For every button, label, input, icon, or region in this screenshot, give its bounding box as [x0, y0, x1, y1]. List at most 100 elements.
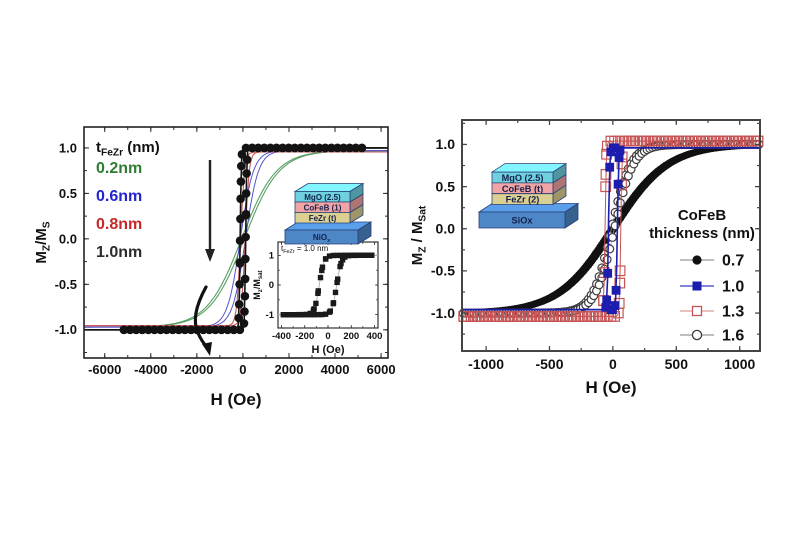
data-point	[315, 288, 321, 294]
layer-label: CoFeB (t)	[502, 184, 543, 194]
data-point	[162, 325, 171, 335]
y-tick-label: -0.5	[431, 263, 455, 279]
data-point	[311, 312, 317, 318]
layer-face	[284, 229, 359, 245]
data-point	[351, 143, 361, 153]
legend-title-line1: CoFeB	[678, 207, 727, 224]
y-tick-label: -0.5	[55, 277, 77, 292]
x-tick-label: -400	[272, 331, 291, 342]
y-tick-label: 1	[269, 251, 275, 262]
layer-face	[478, 211, 566, 229]
curve	[462, 140, 760, 317]
data-point	[342, 254, 348, 260]
data-point	[315, 311, 321, 318]
legend-entry-0.8nm: 0.8nm	[96, 216, 142, 233]
data-point	[313, 300, 319, 307]
data-point	[119, 325, 129, 335]
y-tick-label: 0.0	[59, 231, 77, 246]
data-point	[260, 143, 269, 153]
y-tick-label: 1.0	[59, 140, 77, 155]
y-axis-label: MZ/MS	[33, 221, 52, 263]
layer-label: MgO (2.5)	[304, 193, 341, 202]
data-point	[308, 143, 318, 153]
data-point	[307, 312, 313, 318]
layer-label: MgO (2.5)	[502, 173, 544, 183]
data-point	[241, 210, 251, 220]
data-point	[168, 325, 177, 335]
legend-entry-0.7: 0.7	[722, 253, 744, 270]
x-tick-label: -2000	[180, 362, 213, 377]
data-point	[241, 232, 250, 242]
data-point	[296, 143, 306, 153]
data-point	[290, 143, 300, 153]
data-point	[137, 325, 147, 335]
data-point	[605, 162, 615, 172]
data-point	[241, 189, 251, 198]
y-tick-label: -1.0	[55, 322, 77, 337]
data-point	[247, 143, 257, 153]
plot-frame	[83, 126, 389, 359]
x-tick-label: -200	[295, 331, 314, 342]
data-point	[235, 258, 245, 267]
y-tick-label: -1	[266, 310, 275, 321]
data-point	[229, 325, 239, 335]
legend-entry-1.0: 1.0	[722, 279, 744, 296]
data-point	[335, 276, 341, 282]
data-point	[303, 312, 310, 318]
data-point	[242, 169, 251, 178]
data-point	[339, 257, 346, 263]
left-annotation-arrow	[193, 285, 212, 356]
data-point	[284, 312, 290, 318]
data-point	[610, 301, 620, 310]
open-circle-icon	[691, 329, 703, 341]
data-point	[240, 274, 250, 284]
data-point	[284, 143, 294, 153]
x-tick-label: 1000	[724, 356, 755, 372]
data-point	[180, 325, 190, 335]
data-point	[302, 143, 312, 153]
data-point	[253, 143, 263, 153]
y-tick-label: 0.5	[59, 186, 77, 201]
x-tick-label: 2000	[275, 362, 304, 377]
y-axis-label: MZ / MSat	[409, 205, 428, 265]
data-point	[615, 145, 625, 155]
x-tick-label: 0	[609, 356, 617, 372]
data-point	[299, 312, 306, 318]
substrate-label: NiOx	[313, 233, 330, 244]
data-point	[317, 274, 324, 281]
y-tick-label: -1.0	[431, 305, 455, 321]
data-point	[357, 252, 363, 258]
data-point	[606, 147, 616, 157]
data-point	[349, 252, 356, 259]
data-point	[614, 265, 626, 277]
data-point	[357, 143, 367, 153]
x-tick-label: -4000	[134, 362, 167, 377]
left-inset-chart: -400 -200 0 200 400 1 0 -1 H (Oe) Mz/Msat tFeZr = …	[252, 241, 382, 356]
data-point	[278, 143, 287, 153]
data-point	[330, 252, 336, 259]
legend-entry-1.0nm: 1.0nm	[96, 244, 142, 261]
data-point	[334, 279, 340, 286]
data-point	[333, 143, 342, 153]
arrow-head-icon	[205, 249, 215, 262]
legend-title: tFeZr (nm)	[96, 139, 160, 158]
data-point	[613, 179, 623, 189]
x-tick-label: 4000	[321, 362, 350, 377]
data-point	[217, 325, 226, 335]
y-tick-label: 0	[269, 280, 274, 291]
y-tick-label: 1.0	[436, 136, 456, 152]
data-point	[327, 308, 333, 314]
right-main-chart: -1000 -500 0 500 1000 1.0 0.5 0.0 -0.5 -1.0 H (Oe)…	[409, 119, 764, 397]
substrate-label: SiOx	[512, 215, 534, 225]
series-1.0	[462, 143, 760, 315]
data-point	[600, 181, 612, 193]
curved-arrow	[193, 285, 209, 349]
filled-square-icon	[692, 281, 702, 291]
data-point	[319, 264, 326, 270]
data-point	[144, 325, 153, 335]
data-point	[327, 143, 336, 153]
data-point	[602, 295, 612, 305]
data-point	[266, 143, 275, 153]
